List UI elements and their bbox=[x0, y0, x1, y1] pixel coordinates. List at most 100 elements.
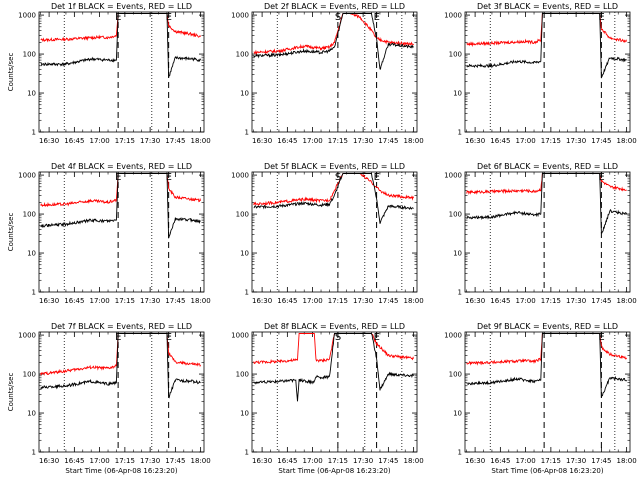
x-tick-label: 17:30 bbox=[566, 297, 586, 305]
x-tick-label: 17:15 bbox=[115, 457, 135, 465]
flag-label: E bbox=[598, 332, 604, 343]
y-tick-label: 100 bbox=[449, 371, 462, 379]
x-tick-label: 16:45 bbox=[490, 297, 510, 305]
y-tick-label: 1 bbox=[245, 129, 249, 137]
x-tick-label: 17:00 bbox=[90, 457, 110, 465]
plot-frame bbox=[464, 11, 631, 133]
panel-title: Det 5f BLACK = Events, RED = LLD bbox=[264, 162, 405, 171]
panel-title: Det 4f BLACK = Events, RED = LLD bbox=[51, 162, 192, 171]
events-series-line bbox=[466, 333, 627, 398]
x-tick-label: 17:15 bbox=[328, 137, 348, 145]
x-axis-label: Start Time (06-Apr-08 16:23:20) bbox=[491, 467, 603, 475]
events-series-line bbox=[253, 333, 414, 402]
y-tick-label: 10 bbox=[27, 90, 36, 98]
x-tick-label: 17:15 bbox=[328, 297, 348, 305]
panel-det-4: Det 4f BLACK = Events, RED = LLD Counts/s… bbox=[7, 162, 211, 305]
panel-det-5: Det 5f BLACK = Events, RED = LLD 1 10 100 10… bbox=[231, 162, 424, 305]
x-tick-label: 16:45 bbox=[64, 297, 84, 305]
y-tick-label: 1 bbox=[32, 129, 36, 137]
x-tick-label: 17:45 bbox=[378, 297, 398, 305]
flag-label: E bbox=[374, 172, 380, 183]
flag-label: E bbox=[115, 332, 121, 343]
y-axis-label: Counts/sec bbox=[7, 53, 15, 92]
x-tick-label: 17:45 bbox=[165, 137, 185, 145]
y-tick-label: 10 bbox=[453, 250, 462, 258]
lld-series-line bbox=[253, 13, 414, 56]
y-tick-label: 1 bbox=[245, 449, 249, 457]
y-tick-label: 100 bbox=[236, 371, 249, 379]
x-tick-label: 18:00 bbox=[404, 137, 424, 145]
y-axis-label: Counts/sec bbox=[7, 213, 15, 252]
y-tick-label: 1 bbox=[32, 449, 36, 457]
x-tick-label: 17:00 bbox=[516, 137, 536, 145]
x-tick-label: 16:30 bbox=[252, 297, 272, 305]
plot-frame bbox=[464, 171, 631, 293]
panel-title: Det 7f BLACK = Events, RED = LLD bbox=[51, 322, 192, 331]
x-tick-label: 17:45 bbox=[591, 457, 611, 465]
y-axis-label: Counts/sec bbox=[7, 373, 15, 412]
plot-frame bbox=[38, 331, 205, 453]
events-series-line bbox=[466, 173, 628, 234]
y-tick-label: 100 bbox=[23, 371, 36, 379]
x-tick-label: 17:30 bbox=[140, 457, 160, 465]
flag-label: E bbox=[115, 172, 121, 183]
x-tick-label: 17:00 bbox=[303, 137, 323, 145]
flag-label: E bbox=[166, 332, 172, 343]
panel-det-2: Det 2f BLACK = Events, RED = LLD 1 10 100 10… bbox=[231, 2, 424, 145]
x-tick-label: 16:45 bbox=[277, 457, 297, 465]
x-tick-label: 18:00 bbox=[191, 137, 211, 145]
x-tick-label: 17:45 bbox=[378, 137, 398, 145]
x-tick-label: 18:00 bbox=[617, 137, 637, 145]
x-tick-label: 16:30 bbox=[465, 297, 485, 305]
y-tick-label: 100 bbox=[236, 211, 249, 219]
y-tick-label: 1 bbox=[245, 289, 249, 297]
x-tick-label: 17:30 bbox=[353, 137, 373, 145]
flag-label: E bbox=[598, 12, 604, 23]
y-tick-label: 100 bbox=[23, 51, 36, 59]
y-tick-label: 10 bbox=[240, 410, 249, 418]
x-tick-label: 17:00 bbox=[90, 137, 110, 145]
plot-frame bbox=[251, 171, 418, 293]
x-tick-label: 17:45 bbox=[165, 297, 185, 305]
plot-frame bbox=[38, 11, 205, 133]
panel-det-3: Det 3f BLACK = Events, RED = LLD 1 10 100 10… bbox=[444, 2, 637, 145]
plot-frame bbox=[251, 11, 418, 133]
x-tick-label: 16:45 bbox=[277, 297, 297, 305]
y-tick-label: 100 bbox=[236, 51, 249, 59]
x-tick-label: 16:30 bbox=[39, 297, 59, 305]
x-tick-label: 17:30 bbox=[353, 457, 373, 465]
x-tick-label: 18:00 bbox=[404, 297, 424, 305]
x-tick-label: 17:30 bbox=[140, 137, 160, 145]
panel-title: Det 6f BLACK = Events, RED = LLD bbox=[477, 162, 618, 171]
y-tick-label: 1000 bbox=[18, 12, 36, 20]
y-tick-label: 10 bbox=[240, 90, 249, 98]
events-series-line bbox=[40, 13, 201, 78]
lld-series-line bbox=[253, 173, 414, 206]
x-tick-label: 17:00 bbox=[303, 457, 323, 465]
x-tick-label: 16:30 bbox=[39, 137, 59, 145]
x-tick-label: 17:15 bbox=[115, 137, 135, 145]
panel-title: Det 8f BLACK = Events, RED = LLD bbox=[264, 322, 405, 331]
y-tick-label: 10 bbox=[27, 250, 36, 258]
panel-title: Det 1f BLACK = Events, RED = LLD bbox=[51, 2, 192, 11]
x-tick-label: 16:30 bbox=[39, 457, 59, 465]
x-tick-label: 17:45 bbox=[591, 137, 611, 145]
y-tick-label: 10 bbox=[453, 90, 462, 98]
x-tick-label: 17:15 bbox=[115, 297, 135, 305]
x-tick-label: 18:00 bbox=[617, 457, 637, 465]
x-tick-label: 16:30 bbox=[465, 137, 485, 145]
y-tick-label: 1000 bbox=[18, 332, 36, 340]
x-tick-label: 16:45 bbox=[490, 137, 510, 145]
x-tick-label: 17:30 bbox=[566, 137, 586, 145]
x-tick-label: 17:15 bbox=[541, 137, 561, 145]
events-series-line bbox=[466, 13, 627, 79]
x-tick-label: 17:00 bbox=[516, 297, 536, 305]
y-tick-label: 1 bbox=[32, 289, 36, 297]
panel-det-8: Det 8f BLACK = Events, RED = LLD Start Ti… bbox=[231, 322, 424, 475]
panel-title: Det 3f BLACK = Events, RED = LLD bbox=[477, 2, 618, 11]
x-tick-label: 17:15 bbox=[541, 457, 561, 465]
y-tick-label: 1000 bbox=[444, 12, 462, 20]
y-tick-label: 10 bbox=[240, 250, 249, 258]
events-series-line bbox=[253, 13, 414, 70]
